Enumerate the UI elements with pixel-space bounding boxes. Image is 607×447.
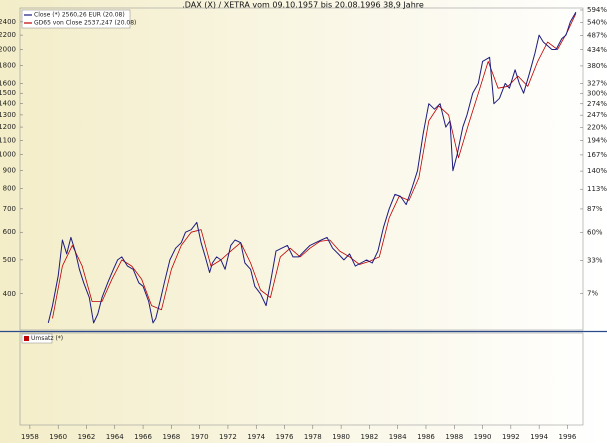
x-tick-label: 1982: [360, 433, 378, 441]
x-tick-label: 1992: [502, 433, 520, 441]
price-line: [52, 13, 577, 319]
legend-label: Close (*) 2560,26 EUR (20.08): [34, 12, 125, 19]
x-tick-label: 1962: [78, 433, 96, 441]
y2-tick-label: 594%: [587, 6, 607, 14]
y2-tick-label: 87%: [587, 205, 603, 213]
volume-panel: [19, 332, 584, 426]
y2-tick-label: 220%: [587, 123, 607, 131]
volume-swatch: [24, 336, 29, 341]
main-panel: [19, 7, 584, 331]
x-tick-label: 1970: [191, 433, 209, 441]
x-tick-label: 1974: [247, 433, 265, 441]
y2-tick-label: 140%: [587, 167, 607, 175]
y2-tick-label: 7%: [587, 290, 598, 298]
y-tick-label: 1100: [0, 136, 16, 144]
y-tick-label: 1200: [0, 123, 16, 131]
y-tick-label: 1300: [0, 111, 16, 119]
y2-tick-label: 113%: [587, 185, 607, 193]
y2-tick-label: 380%: [587, 62, 607, 70]
y-tick-label: 800: [3, 185, 16, 193]
x-tick-label: 1968: [162, 433, 180, 441]
y2-tick-label: 300%: [587, 90, 607, 98]
y-tick-label: 2400: [0, 18, 16, 26]
x-tick-label: 1994: [530, 433, 548, 441]
legend: [21, 9, 131, 29]
y2-tick-label: 167%: [587, 151, 607, 159]
y-tick-label: 2200: [0, 31, 16, 39]
y-tick-label: 500: [3, 256, 16, 264]
volume-legend: [21, 333, 53, 344]
x-tick-label: 1960: [49, 433, 67, 441]
x-tick-label: 1996: [559, 433, 577, 441]
x-tick-label: 1978: [304, 433, 322, 441]
y2-tick-label: 60%: [587, 229, 603, 237]
y-tick-label: 400: [3, 290, 16, 298]
y2-tick-label: 540%: [587, 18, 607, 26]
y-tick-label: 1600: [0, 79, 16, 87]
y-tick-label: 1500: [0, 89, 16, 97]
x-tick-label: 1990: [474, 433, 492, 441]
y-tick-label: 900: [3, 167, 16, 175]
y2-tick-label: 434%: [587, 46, 607, 54]
x-tick-label: 1976: [276, 433, 294, 441]
y-tick-label: 1000: [0, 151, 16, 159]
y-tick-label: 1400: [0, 100, 16, 108]
x-tick-label: 1972: [219, 433, 237, 441]
y-tick-label: 2000: [0, 46, 16, 54]
y-tick-label: 600: [3, 228, 16, 236]
x-tick-label: 1958: [21, 433, 39, 441]
x-tick-label: 1988: [445, 433, 463, 441]
x-tick-label: 1984: [389, 433, 407, 441]
x-tick-label: 1964: [106, 433, 124, 441]
y2-tick-label: 487%: [587, 31, 607, 39]
x-tick-label: 1986: [417, 433, 435, 441]
x-tick-label: 1966: [134, 433, 152, 441]
y2-tick-label: 194%: [587, 136, 607, 144]
y-tick-label: 700: [3, 205, 16, 213]
x-tick-label: 1980: [332, 433, 350, 441]
y2-tick-label: 274%: [587, 100, 607, 108]
volume-label: Umsatz (*): [31, 335, 63, 342]
legend-label: GD65 von Close 2537,247 (20.08): [34, 20, 136, 27]
price-line: [47, 11, 577, 324]
y-tick-label: 1800: [0, 62, 16, 70]
y2-tick-label: 327%: [587, 80, 607, 88]
chart-title: .DAX (X) / XETRA vom 09.10.1957 bis 20.0…: [182, 1, 424, 10]
y2-tick-label: 247%: [587, 111, 607, 119]
y2-tick-label: 33%: [587, 257, 603, 265]
